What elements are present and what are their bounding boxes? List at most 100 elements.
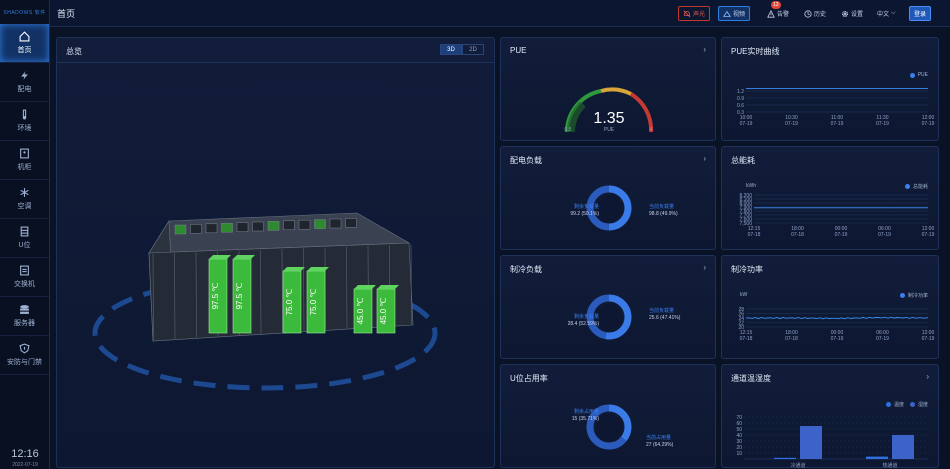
x-tick-time: 12:00 <box>922 226 935 232</box>
settings-button[interactable]: 设置 <box>837 6 867 21</box>
cabinet-top <box>283 220 295 231</box>
x-tick-time: 18:00 <box>785 330 798 336</box>
sidebar-item-label: 交换机 <box>14 281 35 288</box>
sidebar-item-label: 首页 <box>17 47 32 54</box>
cabinet-top <box>252 221 264 232</box>
y-tick-label: 7,700 <box>739 213 752 219</box>
legend-temp: 温度 <box>893 402 904 408</box>
cabinet-temp-label: 75.0 ℃ <box>309 289 318 316</box>
pue-curve-title: PUE实时曲线 <box>731 47 780 56</box>
cabinet[interactable]: 75.0 ℃ <box>282 267 305 334</box>
cabinet-top <box>236 222 249 232</box>
rack-divider <box>346 246 348 329</box>
y-tick-label: 1.2 <box>737 89 744 95</box>
rack-unit-icon <box>20 226 29 237</box>
sidebar-item-1[interactable]: 配电 <box>0 63 49 102</box>
cabinet-top <box>174 224 187 235</box>
x-tick-date: 07-19 <box>922 336 935 342</box>
sidebar-item-8[interactable]: 安防与门禁 <box>0 336 49 375</box>
aisle-temp-title: 通道温湿度 <box>731 374 771 383</box>
y-tick-label: 7,900 <box>739 205 752 211</box>
login-button[interactable]: 登录 <box>909 6 932 21</box>
donut-slice <box>586 185 632 231</box>
x-tick-date: 07-18 <box>785 336 798 342</box>
cabinet-top <box>298 219 311 230</box>
divider <box>57 62 494 63</box>
cabinet-top-face <box>307 267 329 271</box>
x-tick-date: 07-19 <box>876 121 889 127</box>
sidebar: SHADOWS 软件 首页 配电 环境 机柜 空调 U位 交换机 服务器 安防与门禁 12:16… <box>0 0 50 469</box>
sidebar-item-6[interactable]: 交换机 <box>0 258 49 297</box>
cabinet[interactable]: 97.5 ℃ <box>232 255 255 334</box>
sidebar-item-label: 空调 <box>17 203 32 210</box>
y-tick-label: 0.3 <box>737 110 744 116</box>
page-title: 首页 <box>57 9 76 19</box>
legend-label: 总能耗 <box>912 184 928 190</box>
x-tick-time: 11:00 <box>831 115 843 121</box>
cooling-power-chart: 282624222012:1507-1818:0007-1800:0007-19… <box>738 307 935 342</box>
x-tick-date: 07-18 <box>748 232 761 238</box>
x-tick-time: 00:00 <box>831 330 844 336</box>
sidebar-item-7[interactable]: 服务器 <box>0 297 49 336</box>
cabinet[interactable]: 97.5 ℃ <box>208 255 231 334</box>
clock-icon <box>804 9 812 18</box>
cabinet-temp-label: 45.0 ℃ <box>379 298 388 325</box>
tab-2d[interactable]: 2D <box>462 44 484 55</box>
sidebar-item-4[interactable]: 空调 <box>0 180 49 219</box>
sidebar-item-label: 机柜 <box>17 164 32 171</box>
donut-hole <box>596 304 622 330</box>
lightning-icon <box>21 71 28 80</box>
cooling-left-value: 28.4 (52.59%) <box>567 321 599 327</box>
cabinet[interactable]: 45.0 ℃ <box>376 285 399 334</box>
sidebar-item-5[interactable]: U位 <box>0 219 49 258</box>
chevron-right-icon[interactable]: › <box>703 45 706 54</box>
sidebar-item-label: 服务器 <box>14 320 35 327</box>
power-left-key: 剩余负载量 <box>573 204 599 210</box>
settings-label: 设置 <box>851 12 864 18</box>
y-tick-label: 26 <box>738 312 744 318</box>
server-icon <box>20 305 29 314</box>
login-label: 登录 <box>914 12 927 18</box>
chevron-right-icon[interactable]: › <box>703 263 706 272</box>
power-load-title: 配电负载 <box>510 156 542 165</box>
cabinet[interactable]: 45.0 ℃ <box>353 285 376 334</box>
language-select[interactable]: 中文 ⌵ <box>873 6 900 21</box>
tab-3d[interactable]: 3D <box>440 44 462 55</box>
power-right-key: 当前负载量 <box>649 204 675 210</box>
u-left-label: 剩余占用量 15 (35.71%) <box>535 409 599 423</box>
cabinet-top-face <box>233 255 255 259</box>
rack-divider <box>152 253 154 341</box>
video-icon <box>723 10 731 17</box>
sidebar-item-0[interactable]: 首页 <box>0 24 49 63</box>
sidebar-item-3[interactable]: 机柜 <box>0 141 49 180</box>
cabinet[interactable]: 75.0 ℃ <box>306 267 329 334</box>
sidebar-item-2[interactable]: 环境 <box>0 102 49 141</box>
y-tick-label: 8,100 <box>739 197 752 203</box>
video-button[interactable]: 视频 <box>718 6 751 21</box>
x-tick-date: 07-18 <box>791 232 804 238</box>
cabinet-icon <box>20 148 29 159</box>
warning-icon <box>767 9 775 18</box>
x-tick-time: 12:15 <box>740 330 753 336</box>
cooling-right-value: 25.6 (47.41%) <box>649 315 681 321</box>
legend-dot <box>909 72 915 78</box>
legend-label: 制冷功率 <box>907 293 928 299</box>
cabinet-temp-label: 97.5 ℃ <box>211 283 220 310</box>
chevron-right-icon[interactable]: › <box>926 372 929 381</box>
cabinet-3d-view[interactable]: 97.5 ℃ 97.5 ℃ 75.0 ℃ 75.0 ℃ 45.0 ℃ 45.0 ℃ <box>57 63 494 468</box>
y-tick-label: 30 <box>736 439 742 445</box>
chevron-right-icon[interactable]: › <box>703 154 706 163</box>
overview-title: 总览 <box>66 47 82 56</box>
y-tick-label: 8,000 <box>739 201 752 207</box>
cabinet-top <box>345 218 357 228</box>
donut-slice <box>586 294 632 340</box>
u-usage-panel: U位占用率 剩余占用量 15 (35.71%) 当前占用量 27 (64.29%… <box>500 364 716 468</box>
x-tick-date: 07-19 <box>835 232 848 238</box>
power-left-value: 99.2 (50.1%) <box>570 211 599 217</box>
x-tick-time: 00:00 <box>835 226 848 232</box>
legend-dot <box>904 184 910 189</box>
sound-light-button[interactable]: 声光 <box>678 6 711 21</box>
alarm-button[interactable]: 告警 13 <box>763 1 793 21</box>
history-button[interactable]: 历史 <box>800 6 830 21</box>
cooling-power-legend: 制冷功率 <box>899 292 928 299</box>
